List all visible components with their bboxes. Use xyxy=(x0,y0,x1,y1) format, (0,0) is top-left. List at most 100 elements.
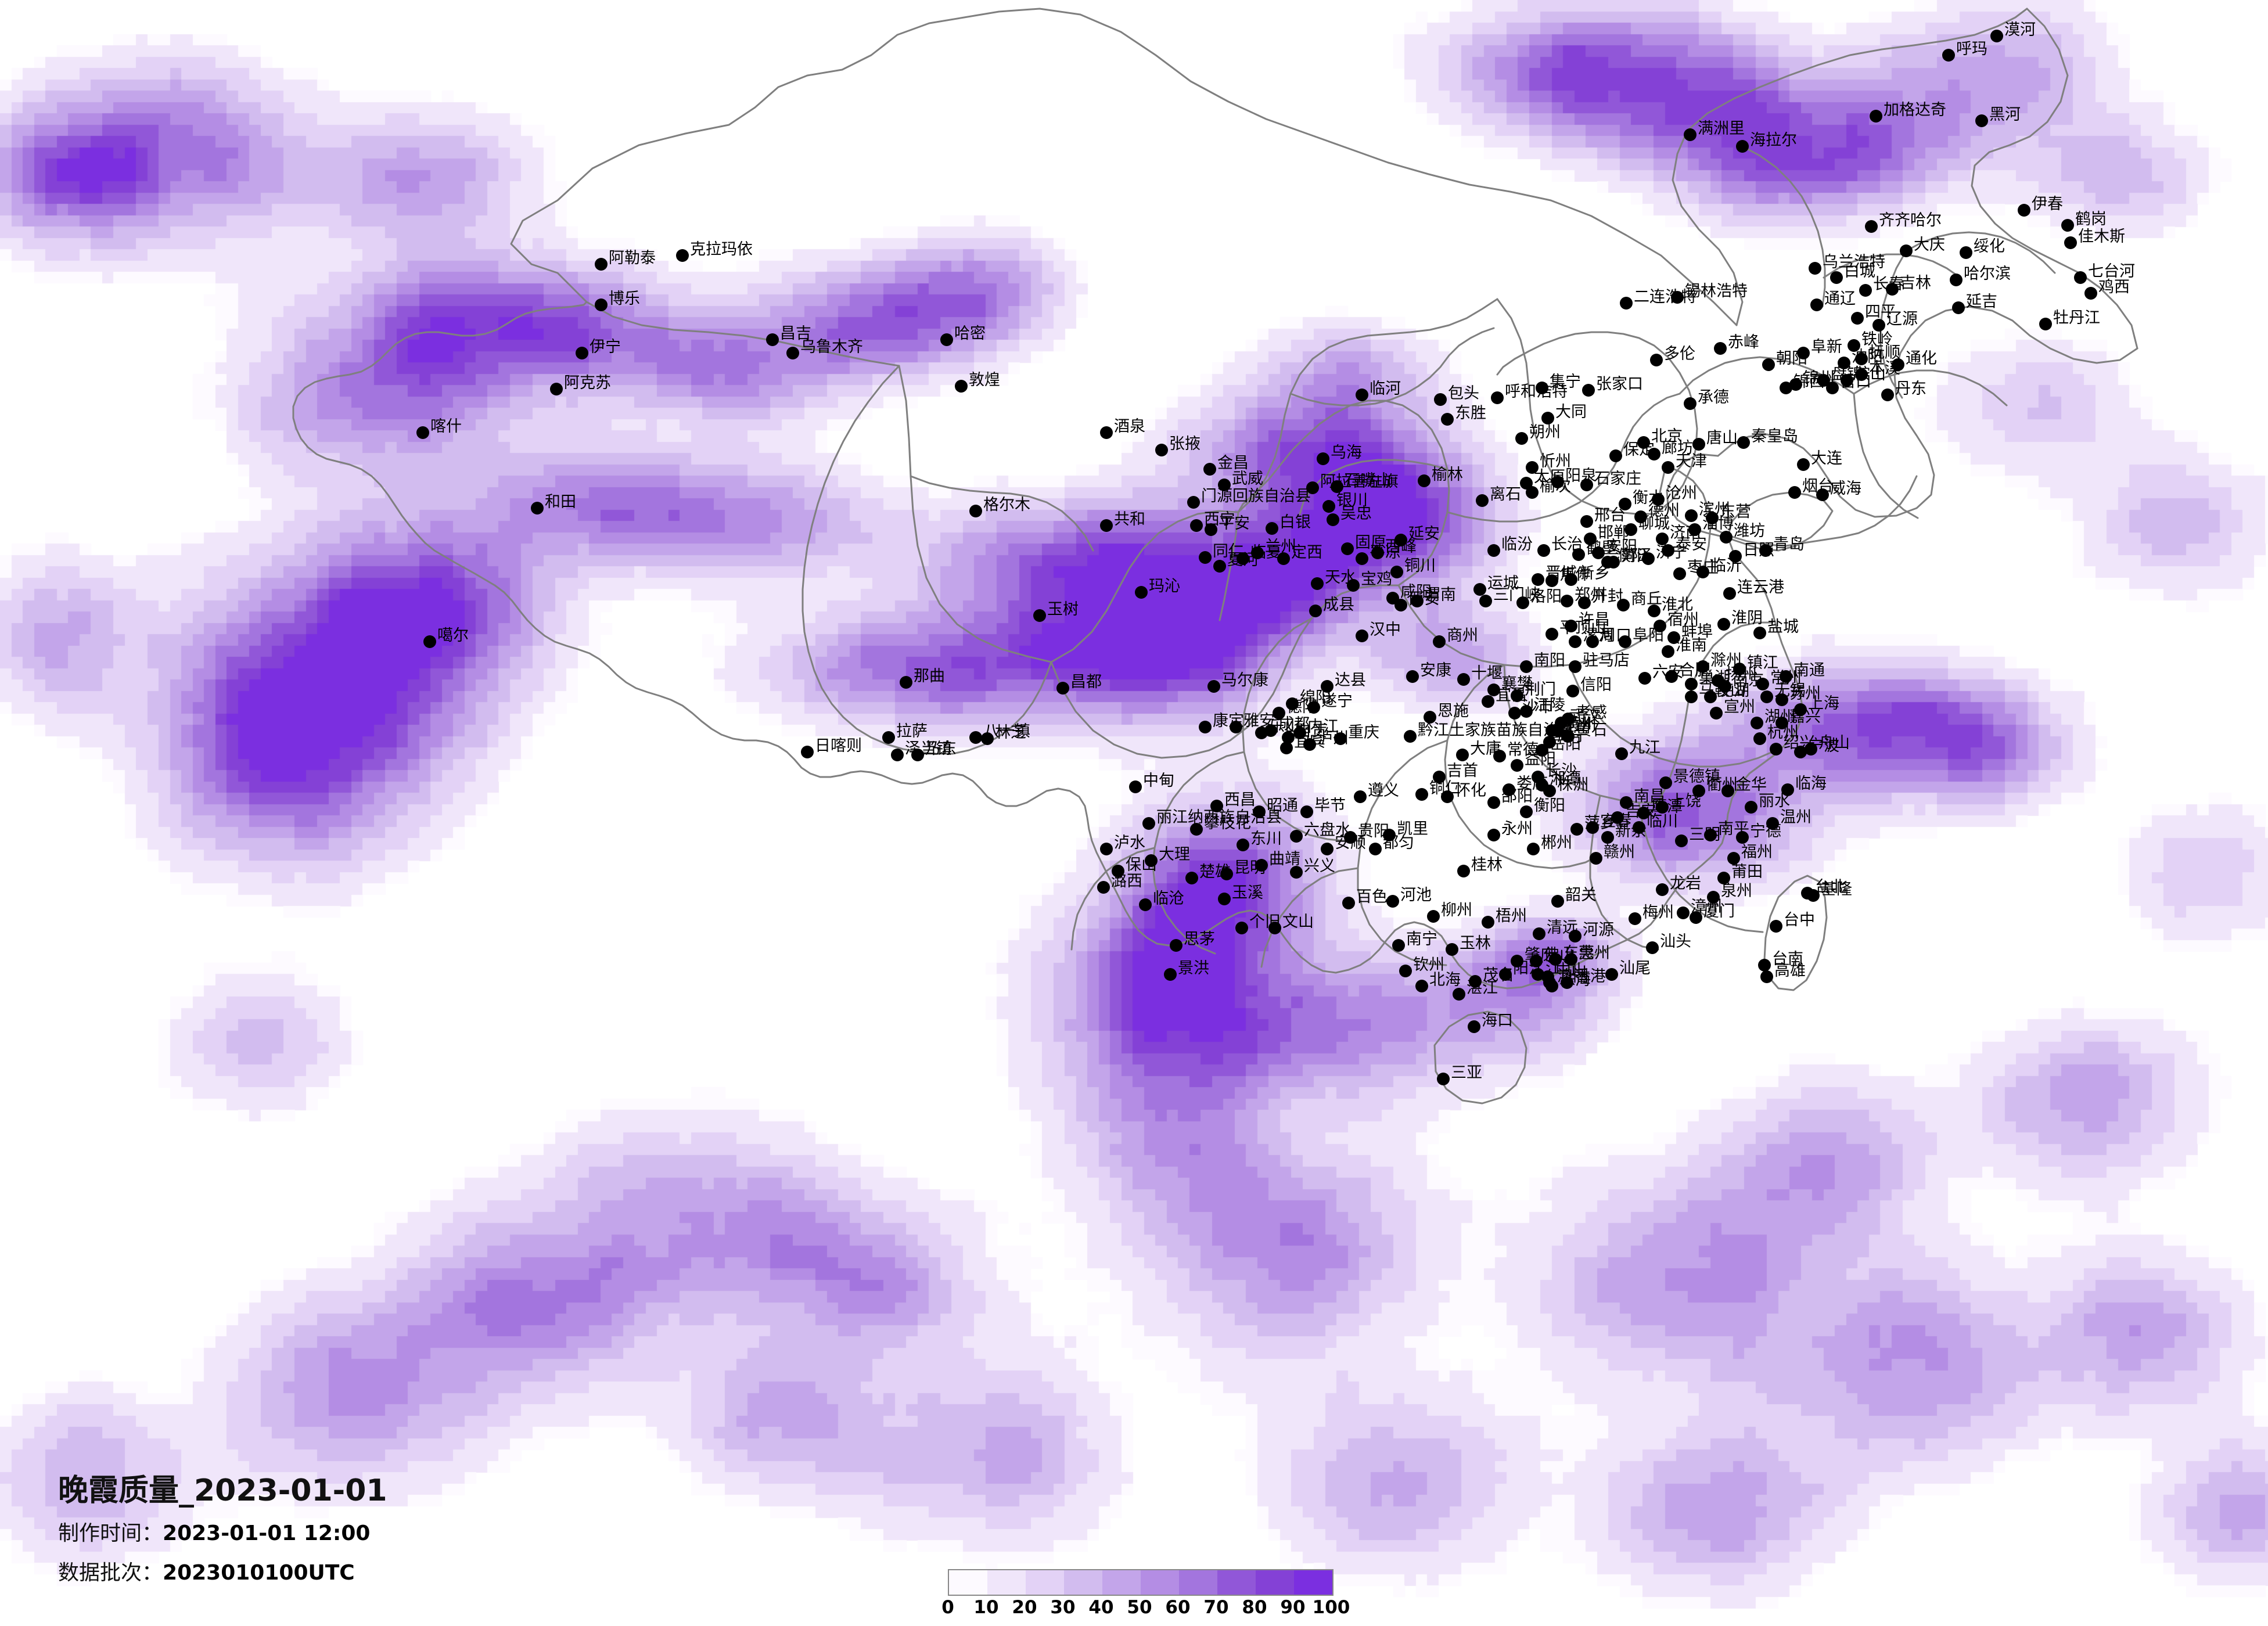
city-dot-icon xyxy=(1859,284,1872,297)
city-dot-icon xyxy=(1865,220,1878,233)
city-label: 抚顺 xyxy=(1869,344,1900,362)
city-dot-icon xyxy=(1457,865,1470,877)
city-dot-icon xyxy=(1479,595,1492,607)
city-dot-icon xyxy=(1418,474,1430,487)
city-dot-icon xyxy=(766,333,779,346)
city-dot-icon xyxy=(1753,732,1766,745)
city-label: 厦门 xyxy=(1703,902,1735,920)
city-dot-icon xyxy=(1033,609,1046,622)
city-dot-icon xyxy=(1633,821,1645,834)
province-boundary xyxy=(1496,331,1698,515)
city-dot-icon xyxy=(1545,724,1558,737)
city-label: 阜新 xyxy=(1811,338,1842,356)
city-label: 承德 xyxy=(1698,388,1729,406)
produced-time-label: 制作时间： xyxy=(58,1521,163,1545)
city-dot-icon xyxy=(1729,550,1742,563)
city-label: 咸宁 xyxy=(1557,727,1588,745)
city-dot-icon xyxy=(1605,968,1618,981)
city-label: 阿勒泰 xyxy=(609,249,656,267)
city-label: 加格达奇 xyxy=(1884,101,1946,119)
city-label: 延安 xyxy=(1408,525,1440,543)
city-dot-icon xyxy=(1536,382,1548,394)
city-dot-icon xyxy=(1386,895,1399,908)
city-dot-icon xyxy=(2074,271,2087,284)
city-dot-icon xyxy=(1411,595,1424,607)
city-dot-icon xyxy=(1290,866,1303,879)
city-dot-icon xyxy=(1569,635,1582,648)
city-dot-icon xyxy=(676,249,689,262)
city-dot-icon xyxy=(1562,730,1575,743)
city-label: 七台河 xyxy=(2088,262,2135,280)
city-dot-icon xyxy=(1855,352,1868,365)
city-dot-icon xyxy=(1952,301,1965,314)
province-boundary xyxy=(1444,664,1601,869)
city-dot-icon xyxy=(1399,965,1412,977)
city-dot-icon xyxy=(595,258,608,271)
city-label: 淮阴 xyxy=(1731,609,1763,627)
city-label: 哈尔滨 xyxy=(1964,265,2011,283)
city-label: 黄石 xyxy=(1576,721,1607,739)
city-dot-icon xyxy=(1590,852,1602,865)
colorbar-tick: 10 xyxy=(973,1597,999,1618)
city-dot-icon xyxy=(1662,544,1674,557)
city-dot-icon xyxy=(1187,496,1200,509)
city-label: 克拉玛依 xyxy=(690,240,753,258)
city-dot-icon xyxy=(2039,318,2052,330)
city-dot-icon xyxy=(595,298,608,311)
city-label: 铁岭 xyxy=(1861,330,1893,348)
city-dot-icon xyxy=(1570,823,1583,836)
city-label: 惠州 xyxy=(1579,944,1610,962)
city-label: 上海 xyxy=(1808,695,1839,713)
city-label: 马尔康 xyxy=(1221,671,1268,689)
city-dot-icon xyxy=(1617,599,1630,611)
city-label: 铜川 xyxy=(1404,557,1436,575)
city-label: 四平 xyxy=(1865,303,1896,321)
city-dot-icon xyxy=(1960,246,1972,259)
city-dot-icon xyxy=(1629,912,1641,925)
city-label: 连云港 xyxy=(1737,578,1784,596)
city-dot-icon xyxy=(1433,771,1446,783)
province-boundary xyxy=(801,365,954,755)
city-label: 玉林 xyxy=(1460,934,1491,952)
city-label: 黔江土家族苗族自治县 xyxy=(1418,721,1575,739)
city-label: 临海 xyxy=(1795,775,1827,793)
city-dot-icon xyxy=(1704,829,1717,841)
city-dot-icon xyxy=(1406,670,1419,683)
city-label: 宿州 xyxy=(1667,611,1699,629)
city-label: 宁德 xyxy=(1750,822,1781,840)
city-label: 林芝 xyxy=(995,724,1026,742)
city-dot-icon xyxy=(1266,522,1278,535)
city-label: 离石 xyxy=(1490,485,1521,503)
city-label: 襄樊 xyxy=(1501,675,1533,693)
city-label: 曲靖 xyxy=(1269,850,1300,868)
city-label: 唐山 xyxy=(1706,429,1738,447)
colorbar-swatches xyxy=(948,1569,1334,1596)
city-dot-icon xyxy=(1268,922,1281,934)
city-dot-icon xyxy=(1190,519,1203,532)
city-dot-icon xyxy=(1886,283,1899,296)
city-label: 日照 xyxy=(1743,541,1774,559)
city-dot-icon xyxy=(1427,910,1440,923)
produced-time-row: 制作时间： 2023-01-01 12:00 xyxy=(58,1516,387,1546)
city-dot-icon xyxy=(1580,515,1593,528)
province-boundary xyxy=(1666,453,1834,714)
province-boundary xyxy=(951,661,1052,755)
city-label: 呼玛 xyxy=(1956,40,1987,58)
city-label: 北海 xyxy=(1429,971,1461,989)
city-label: 淮北 xyxy=(1662,596,1693,614)
province-boundary xyxy=(1741,145,1826,308)
city-dot-icon xyxy=(1685,678,1698,690)
city-label: 乌海 xyxy=(1331,444,1362,462)
city-dot-icon xyxy=(1303,738,1316,751)
city-label: 汉中 xyxy=(1370,621,1401,639)
city-label: 绵阳 xyxy=(1300,689,1331,707)
city-dot-icon xyxy=(1841,374,1853,387)
city-label: 商丘 xyxy=(1631,590,1662,608)
city-label: 阜阳 xyxy=(1633,627,1664,645)
city-dot-icon xyxy=(1493,750,1506,762)
city-dot-icon xyxy=(1532,968,1544,981)
city-dot-icon xyxy=(1892,358,1904,371)
city-dot-icon xyxy=(1541,412,1554,425)
city-dot-icon xyxy=(900,676,912,689)
